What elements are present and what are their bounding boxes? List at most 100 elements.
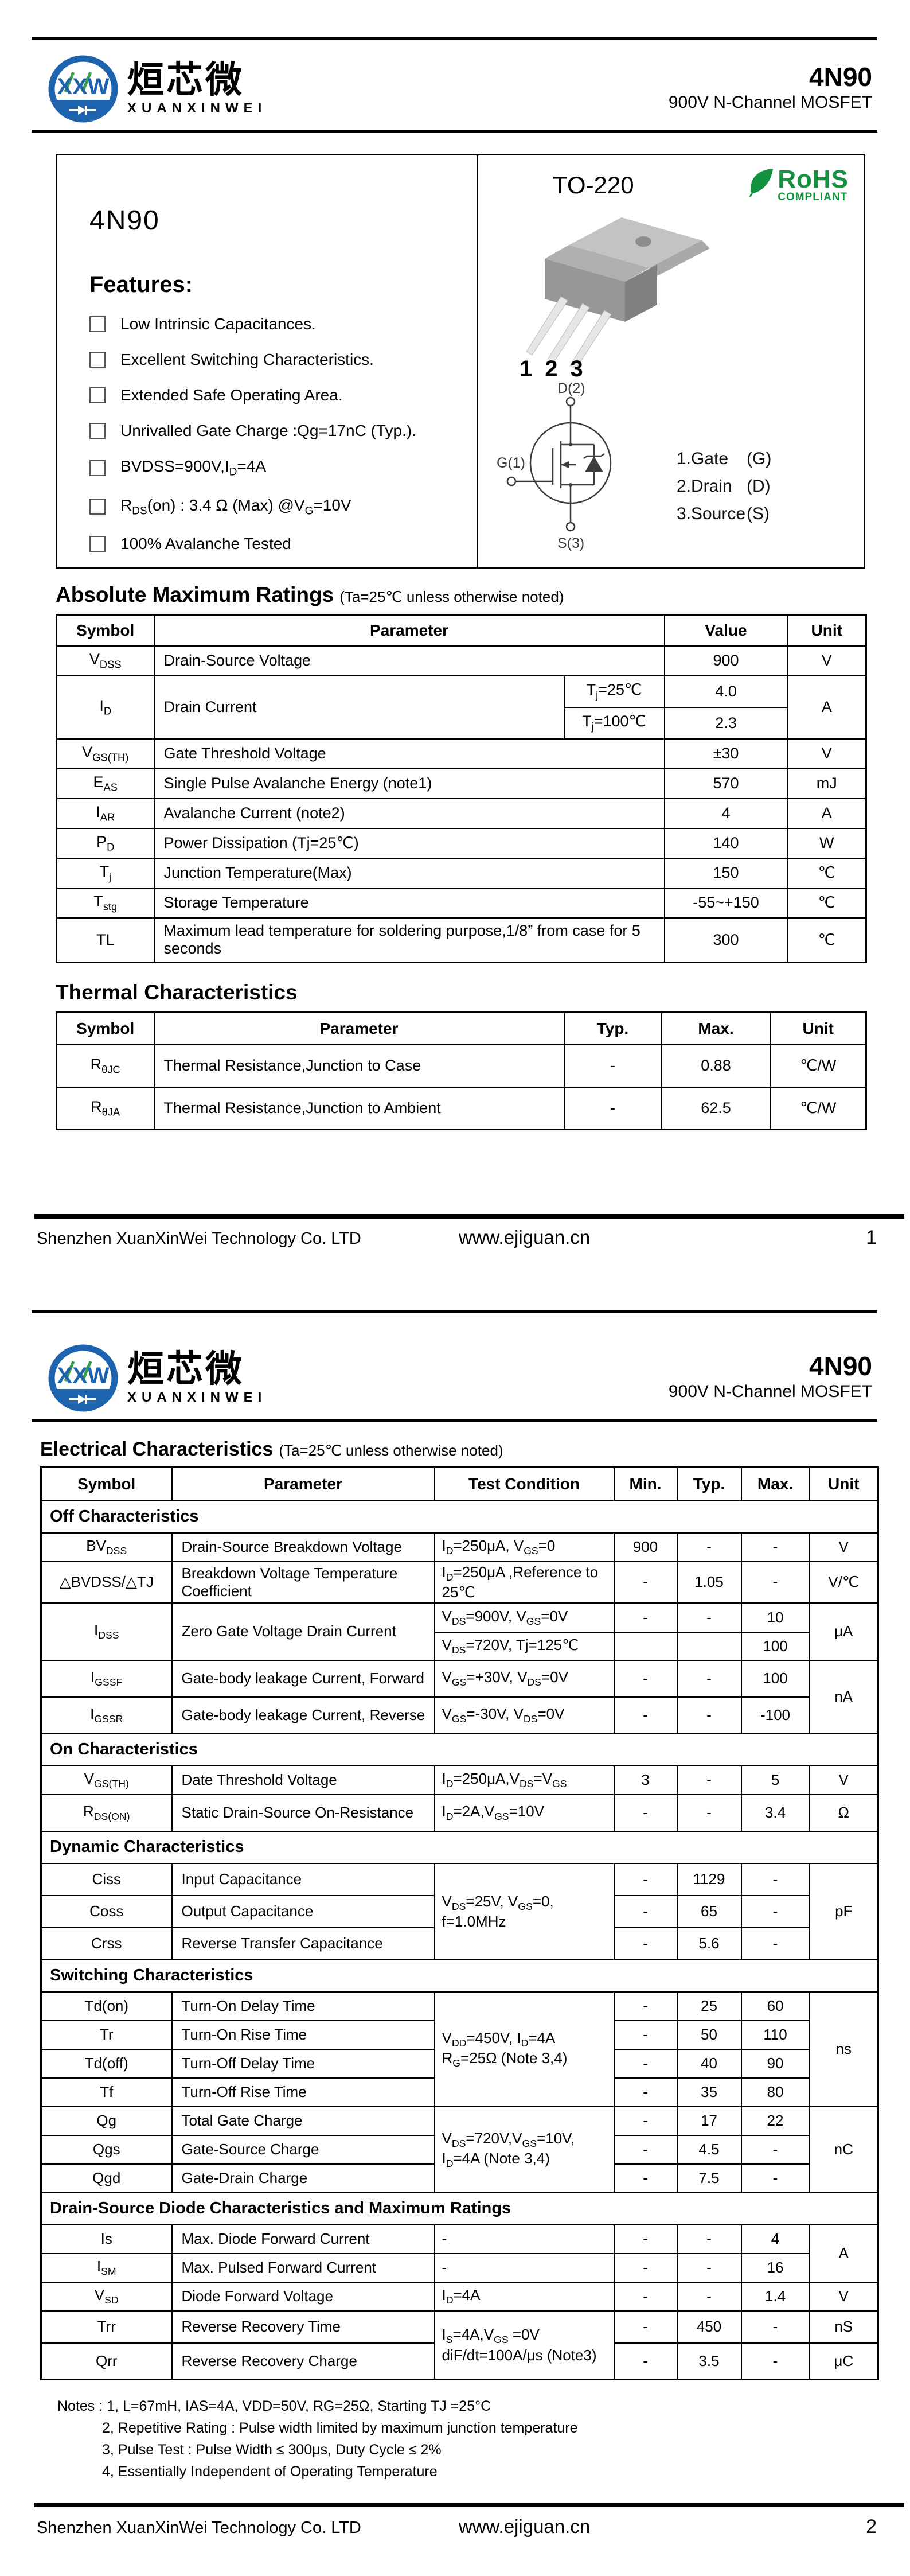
cell-unit: V — [809, 1765, 879, 1795]
cell-max: 100 — [740, 1632, 810, 1661]
cell-unit: pF — [809, 1862, 879, 1960]
cell-sym: IGSSF — [40, 1659, 173, 1698]
pin-legend-name: 1.Gate — [677, 449, 729, 468]
cell-typ: - — [563, 1044, 662, 1088]
to220-package-image — [526, 217, 710, 369]
gate-label: G(1) — [497, 455, 525, 471]
cell-sym: Td(on) — [40, 1991, 173, 2021]
cell-param: Gate-Source Charge — [171, 2134, 435, 2165]
table-header-row: Symbol Parameter Typ. Max. Unit — [56, 1011, 867, 1045]
cell-min — [613, 1632, 678, 1661]
abs-max-table: Symbol Parameter Value Unit VDSS Drain-S… — [56, 614, 868, 963]
cell-max: - — [740, 2342, 810, 2380]
cell-unit: μA — [809, 1602, 879, 1661]
section-row: Dynamic Characteristics — [40, 1830, 879, 1864]
cell-cond: VDS=720V, Tj=125℃ — [433, 1632, 615, 1661]
feature-text: RDS(on) : 3.4 Ω (Max) @VG=10V — [120, 496, 351, 517]
pin-legend-name: 3.Source — [677, 504, 746, 523]
table-row: Is Max. Diode Forward Current - - - 4 A — [40, 2224, 879, 2283]
cell-value: 140 — [663, 827, 788, 859]
drain-label: D(2) — [557, 380, 585, 396]
table-row: IGSSF Gate-body leakage Current, Forward… — [40, 1659, 879, 1734]
cell-value: 570 — [663, 768, 788, 799]
cell-param: Turn-On Rise Time — [171, 2019, 435, 2050]
cell-max: 60 — [740, 1991, 810, 2021]
checkbox-icon — [89, 423, 106, 439]
col-parameter: Parameter — [153, 614, 665, 647]
cell-sym: Tf — [40, 2077, 173, 2107]
page-top-rule — [32, 37, 877, 40]
page-header: XXW 烜芯微 XUANXINWEI 4N90 900V N-Channel M… — [48, 55, 876, 130]
logo-text: 烜芯微 XUANXINWEI — [127, 61, 267, 116]
cell-sym: RθJC — [56, 1044, 155, 1088]
checkbox-icon — [89, 316, 106, 332]
table-row: Trr Reverse Recovery Time IS=4A,VGS =0V … — [40, 2310, 879, 2380]
cell-min: - — [613, 2163, 678, 2193]
cell-max: - — [740, 2134, 810, 2165]
col-unit: Unit — [770, 1011, 867, 1045]
cell-param: Max. Pulsed Forward Current — [171, 2252, 435, 2283]
cell-max: -100 — [740, 1696, 810, 1734]
cell-typ: - — [676, 1793, 742, 1832]
header-part-subtitle: 900V N-Channel MOSFET — [668, 93, 872, 112]
feature-item: BVDSS=900V,ID=4A — [89, 457, 477, 479]
cell-min: - — [613, 2019, 678, 2050]
cell-sym: Coss — [40, 1894, 173, 1928]
cell-min: - — [613, 2281, 678, 2312]
pin-legend-row: 2.Drain (D) — [677, 477, 771, 496]
cell-unit: V — [809, 1532, 879, 1562]
table-row: Crss Reverse Transfer Capacitance - 5.6 … — [40, 1927, 878, 1960]
table-row: TL Maximum lead temperature for solderin… — [56, 917, 867, 963]
pin-legend-row: 1.Gate (G) — [677, 449, 771, 469]
cell-sym: TL — [56, 917, 155, 963]
table-row: Td(off) Turn-Off Delay Time - 40 90 — [40, 2048, 878, 2079]
cell-min: - — [613, 1602, 678, 1633]
cell-min: - — [613, 2134, 678, 2165]
cell-cond: VGS=-30V, VDS=0V — [433, 1696, 615, 1734]
cell-min: - — [613, 2224, 678, 2254]
col-symbol: Symbol — [56, 614, 155, 647]
cell-typ: - — [676, 1659, 742, 1698]
cell-unit: V — [809, 2281, 879, 2312]
mosfet-symbol-diagram: D(2) G(1) S(3) — [497, 380, 612, 551]
header-part-block: 4N90 900V N-Channel MOSFET — [669, 63, 872, 112]
logo-diode-icon — [69, 106, 96, 115]
feature-text: Excellent Switching Characteristics. — [120, 351, 374, 368]
table-row: Ciss Input Capacitance VDS=25V, VGS=0, f… — [40, 1862, 879, 1960]
header-part-number: 4N90 — [809, 1351, 872, 1381]
section-label: Drain-Source Diode Characteristics and M… — [40, 2192, 879, 2225]
note-line: Notes : 1, L=67mH, IAS=4A, VDD=50V, RG=2… — [57, 2398, 491, 2415]
cell-param: Gate-body leakage Current, Reverse — [171, 1696, 435, 1734]
feature-text: 100% Avalanche Tested — [120, 535, 291, 553]
cell-min: - — [613, 2310, 678, 2344]
cell-min: - — [613, 2106, 678, 2136]
feature-text: Low Intrinsic Capacitances. — [120, 315, 316, 333]
cell-unit: ℃ — [787, 917, 867, 963]
abs-max-section: Absolute Maximum Ratings (Ta=25℃ unless o… — [56, 583, 868, 1130]
cell-param: Gate-Drain Charge — [171, 2163, 435, 2193]
cell-unit: nA — [809, 1659, 879, 1734]
cell-sym: ID — [56, 675, 155, 740]
table-row: Tf Turn-Off Rise Time - 35 80 — [40, 2077, 878, 2107]
datasheet-page-1: XXW 烜芯微 XUANXINWEI 4N90 900V N-Channel M… — [32, 37, 904, 1248]
cell-sym: RθJA — [56, 1086, 155, 1130]
cell-param: Reverse Transfer Capacitance — [171, 1927, 435, 1960]
feature-text: Unrivalled Gate Charge :Qg=17nC (Typ.). — [120, 422, 416, 439]
company-logo: XXW 烜芯微 XUANXINWEI — [48, 1344, 876, 1412]
feature-item: 100% Avalanche Tested — [89, 535, 477, 553]
cell-param: Drain Current — [153, 675, 565, 740]
section-label: Off Characteristics — [40, 1500, 879, 1534]
table-header-row: Symbol Parameter Test Condition Min. Typ… — [40, 1466, 879, 1501]
feature-item: Excellent Switching Characteristics. — [89, 351, 477, 369]
note-line: 3, Pulse Test : Pulse Width ≤ 300μs, Dut… — [102, 2442, 442, 2458]
cell-unit: V — [787, 645, 867, 676]
section-row: Drain-Source Diode Characteristics and M… — [40, 2192, 879, 2225]
rohs-compliant-label: COMPLIANT — [778, 191, 848, 203]
table-row: Td(on) Turn-On Delay Time VDD=450V, ID=4… — [40, 1991, 879, 2107]
footer-rule — [34, 1214, 904, 1219]
cell-max: 10 — [740, 1602, 810, 1633]
cell-cond: ID=4A — [433, 2281, 615, 2312]
cell-value: 2.3 — [663, 706, 788, 740]
col-typ: Typ. — [563, 1011, 662, 1045]
cell-unit: A — [809, 2224, 879, 2283]
